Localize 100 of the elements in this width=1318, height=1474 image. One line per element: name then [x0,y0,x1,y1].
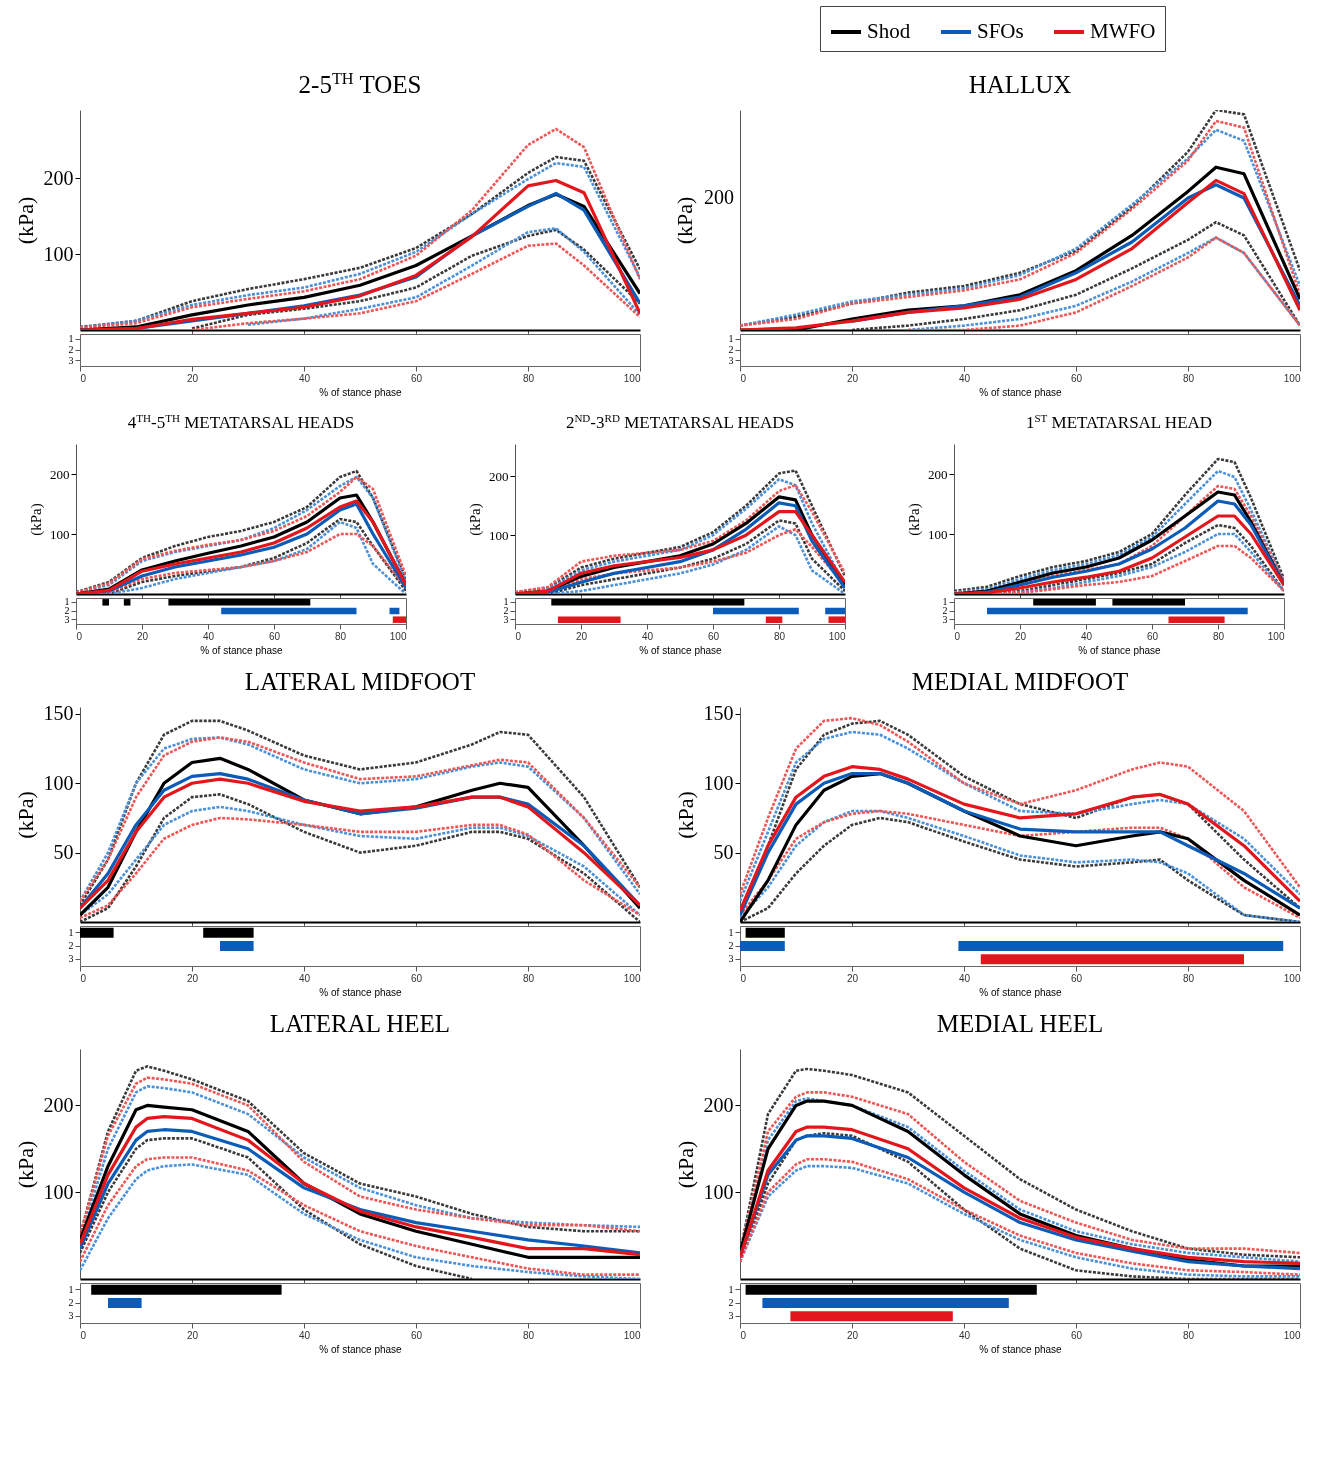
y-tick-label: 3 [503,613,509,625]
y-tick-label: 3 [68,953,74,965]
legend-label: Shod [867,19,911,43]
x-tick-label: 100 [828,630,846,642]
y-tick-label: 1 [68,1283,74,1295]
x-tick-label: 40 [1081,630,1093,642]
x-tick-label: 0 [740,1329,747,1341]
x-axis-title: % of stance phase [639,644,723,656]
y-tick-label: 2 [503,605,509,616]
x-tick-label: 100 [389,630,407,642]
chart-title: MEDIAL MIDFOOT [911,668,1129,695]
y-tick-label: 3 [68,1310,74,1322]
x-tick-label: 80 [334,630,347,642]
x-axis-title: % of stance phase [319,1343,403,1355]
x-tick-label: 0 [80,372,87,384]
y-tick-label: 2 [68,940,74,951]
y-axis-title: (kPa) [671,196,697,245]
x-tick-label: 100 [1283,372,1301,384]
y-tick-label: 2 [68,344,74,355]
y-axis-title: (kPa) [12,791,38,839]
y-tick-label: 100 [49,526,70,542]
x-tick-label: 40 [298,1329,311,1341]
y-tick-label: 50 [53,841,74,864]
x-axis-title: % of stance phase [1078,644,1162,656]
x-tick-label: 20 [136,630,149,642]
y-tick-label: 3 [64,613,70,625]
x-tick-label: 40 [298,372,311,384]
y-tick-label: 100 [928,526,948,542]
x-tick-label: 100 [1283,1329,1301,1341]
y-tick-label: 200 [43,166,74,189]
y-tick-label: 100 [43,1180,74,1203]
x-axis-title: % of stance phase [319,386,403,398]
y-tick-label: 3 [728,1310,734,1322]
x-axis-title: % of stance phase [200,644,283,656]
y-tick-label: 1 [68,333,74,345]
y-tick-label: 3 [728,354,734,366]
x-axis-title: % of stance phase [979,986,1063,998]
chart-title: LATERAL HEEL [269,1010,451,1037]
x-tick-label: 80 [522,372,535,384]
x-tick-label: 60 [1070,972,1083,984]
x-tick-label: 60 [410,972,423,984]
x-tick-label: 60 [1147,630,1159,642]
x-tick-label: 60 [707,630,720,642]
x-tick-label: 60 [268,630,281,642]
y-axis-title: (kPa) [466,503,484,536]
x-axis-title: % of stance phase [979,1343,1063,1355]
x-tick-label: 0 [80,1329,87,1341]
x-tick-label: 80 [522,972,535,984]
x-tick-label: 100 [623,1329,641,1341]
x-tick-label: 20 [1015,630,1027,642]
x-tick-label: 80 [522,1329,535,1341]
x-tick-label: 20 [186,972,199,984]
y-tick-label: 100 [43,771,74,794]
chart-title: LATERAL MIDFOOT [244,668,476,695]
y-axis-title: (kPa) [906,503,924,536]
x-tick-label: 60 [1070,1329,1083,1341]
y-axis-title: (kPa) [12,1140,38,1189]
legend-label: MWFO [1090,19,1156,43]
chart-title: 2-5$^{TH}$ TOES [298,70,422,98]
x-tick-label: 20 [846,972,859,984]
x-tick-label: 100 [623,972,641,984]
y-tick-label: 2 [728,940,734,951]
x-tick-label: 80 [1182,372,1195,384]
x-tick-label: 0 [740,972,747,984]
y-tick-label: 2 [728,344,734,355]
x-tick-label: 20 [846,372,859,384]
x-tick-label: 0 [954,630,961,642]
x-tick-label: 0 [740,372,747,384]
x-axis-title: % of stance phase [319,986,403,998]
y-tick-label: 100 [43,242,74,265]
y-tick-label: 1 [68,926,74,938]
x-tick-label: 60 [1070,372,1083,384]
y-axis-title: (kPa) [672,1140,698,1189]
y-tick-label: 200 [928,466,948,482]
y-axis-title: (kPa) [27,503,45,536]
y-tick-label: 3 [942,613,948,625]
x-tick-label: 20 [846,1329,859,1341]
y-tick-label: 200 [703,1093,734,1116]
chart-title: HALLUX [968,71,1072,98]
x-tick-label: 40 [958,972,971,984]
x-tick-label: 100 [1268,630,1286,642]
y-tick-label: 3 [68,354,74,366]
y-tick-label: 2 [64,605,70,616]
y-tick-label: 2 [942,605,948,616]
y-tick-label: 2 [728,1297,734,1308]
x-tick-label: 100 [1283,972,1301,984]
x-tick-label: 20 [186,372,199,384]
x-tick-label: 20 [575,630,588,642]
y-tick-label: 200 [49,466,70,482]
x-tick-label: 60 [410,1329,423,1341]
y-tick-label: 1 [728,1283,734,1295]
y-tick-label: 1 [728,926,734,938]
x-tick-label: 0 [76,630,83,642]
chart-title: 2$^{ND}$-3$^{RD}$ METATARSAL HEADS [565,412,795,432]
y-tick-label: 150 [43,702,74,725]
x-tick-label: 80 [1182,1329,1195,1341]
y-tick-label: 200 [43,1093,74,1116]
x-tick-label: 0 [80,972,87,984]
x-tick-label: 100 [623,372,641,384]
y-tick-label: 1 [503,596,509,608]
